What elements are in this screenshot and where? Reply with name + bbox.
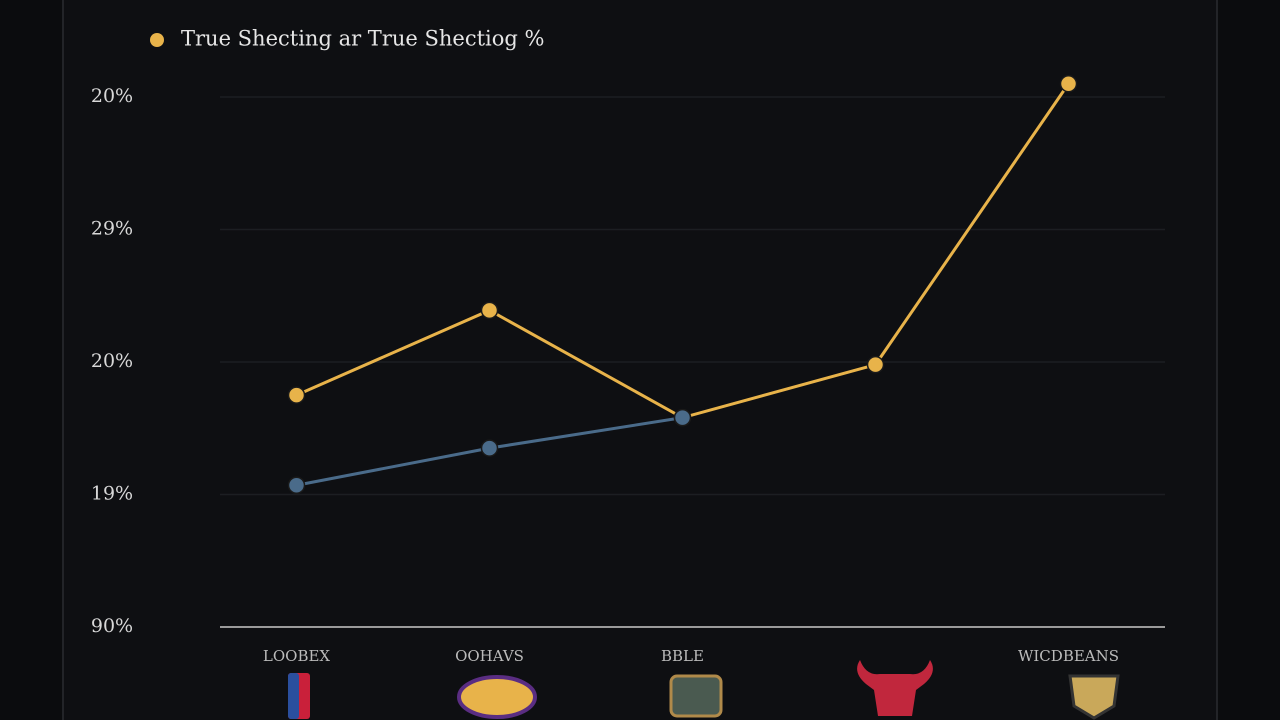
x-tick-label: LOOBEX xyxy=(263,647,331,665)
y-tick-label: 19% xyxy=(91,483,133,505)
legend-label: True Shecting ar True Shectiog % xyxy=(181,27,544,51)
x-tick-label: BBLE xyxy=(661,647,704,665)
data-point xyxy=(1059,75,1078,93)
team-logos xyxy=(288,660,1120,720)
data-point xyxy=(480,301,499,320)
data-point xyxy=(866,355,885,374)
x-tick-label: WICDBEANS xyxy=(1018,647,1119,665)
y-tick-label: 20% xyxy=(91,85,133,107)
data-point xyxy=(673,408,692,427)
y-tick-label: 29% xyxy=(91,218,133,240)
y-tick-label: 90% xyxy=(91,615,133,637)
data-point xyxy=(480,439,499,457)
data-point xyxy=(287,386,306,404)
x-tick-label: OOHAVS xyxy=(455,647,524,665)
legend-swatch xyxy=(150,33,164,47)
panel xyxy=(62,0,1218,720)
y-tick-label: 20% xyxy=(91,350,133,372)
data-point xyxy=(287,476,306,494)
